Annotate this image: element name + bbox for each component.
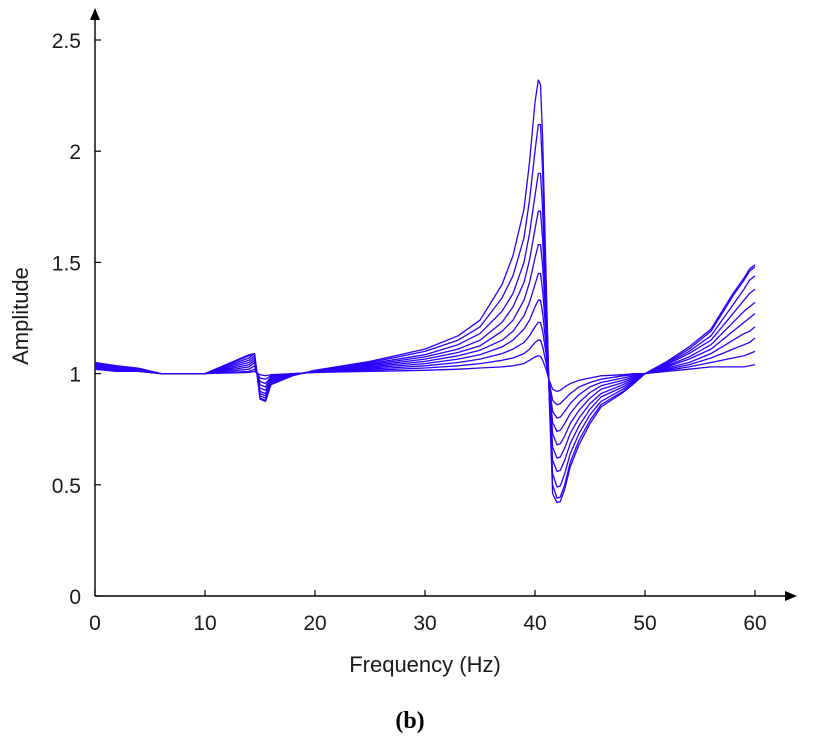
series-line-4 <box>94 299 756 433</box>
x-axis-arrow <box>785 591 797 601</box>
series-line-9 <box>94 123 756 499</box>
x-tick-label: 50 <box>633 612 656 635</box>
series-line-7 <box>94 210 756 473</box>
y-tick-label: 2 <box>69 141 81 164</box>
y-tick-label: 1 <box>69 364 81 387</box>
y-axis-arrow <box>90 8 100 20</box>
x-tick-label: 10 <box>193 612 216 635</box>
y-tick-label: 0.5 <box>52 475 81 498</box>
series-line-8 <box>94 172 756 488</box>
y-tick-label: 1.5 <box>52 252 81 275</box>
panel-label: (b) <box>395 708 424 734</box>
series-line-1 <box>94 355 756 393</box>
x-tick-label: 40 <box>523 612 546 635</box>
y-ticks: 0 0.5 1 1.5 2 2.5 <box>52 30 101 609</box>
y-tick-label: 2.5 <box>52 30 81 53</box>
x-tick-label: 0 <box>89 612 101 635</box>
x-tick-label: 20 <box>303 612 326 635</box>
series-line-10 <box>94 79 756 504</box>
series-group <box>94 79 756 504</box>
x-ticks: 0 10 20 30 40 50 60 <box>89 590 767 635</box>
series-line-6 <box>94 243 756 459</box>
series-line-5 <box>94 272 756 446</box>
series-line-3 <box>94 321 756 419</box>
series-line-2 <box>94 339 756 406</box>
x-tick-label: 60 <box>743 612 766 635</box>
x-axis-title: Frequency (Hz) <box>349 652 501 677</box>
axes <box>90 8 797 601</box>
y-tick-label: 0 <box>69 586 81 609</box>
y-axis-title: Amplitude <box>8 267 33 365</box>
x-tick-label: 30 <box>413 612 436 635</box>
